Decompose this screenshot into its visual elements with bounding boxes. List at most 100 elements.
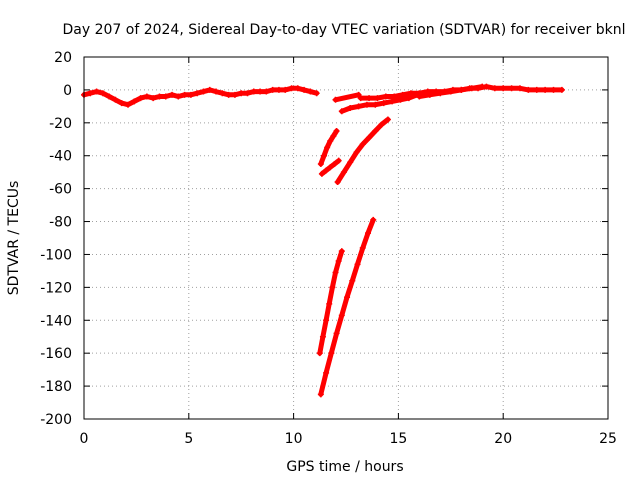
data-point [338, 312, 345, 319]
data-point [525, 86, 532, 93]
data-point [479, 83, 486, 90]
series-band [339, 92, 420, 114]
series-band [81, 85, 320, 108]
data-point [335, 258, 342, 265]
data-point [397, 96, 404, 103]
data-point [187, 91, 194, 98]
y-tick-labels: 20 0 -20 -40 -60 -80 -100 -120 -140 -160 -180 -200 [40, 50, 72, 428]
x-tick-label: 15 [389, 431, 407, 447]
series-dip-upper-b [318, 157, 342, 177]
data-points [81, 83, 565, 398]
data-point [206, 86, 213, 93]
x-tick-labels: 0 5 10 15 20 25 [80, 431, 617, 447]
y-tick-label: -120 [40, 280, 72, 296]
chart-title: Day 207 of 2024, Sidereal Day-to-day VTE… [63, 22, 626, 38]
data-point [338, 108, 345, 115]
data-point [307, 88, 314, 95]
data-point [257, 88, 264, 95]
data-point [347, 105, 354, 112]
data-point [347, 159, 354, 166]
y-tick-label: -60 [49, 182, 72, 198]
data-point [533, 86, 540, 93]
data-point [458, 86, 465, 93]
series-dip-deep-a [316, 248, 345, 357]
x-tick-label: 20 [494, 431, 512, 447]
y-tick-label: -80 [49, 215, 72, 231]
data-point [468, 85, 475, 92]
data-point [332, 96, 339, 103]
data-point [355, 103, 362, 110]
data-point [447, 88, 454, 95]
data-point [156, 93, 163, 100]
data-point [194, 90, 201, 97]
plot-frame [83, 56, 609, 420]
x-tick-label: 5 [184, 431, 193, 447]
data-point [231, 91, 238, 98]
data-point [370, 216, 377, 223]
data-point [416, 93, 423, 100]
series-dip-upper-a [317, 128, 340, 167]
data-point [316, 350, 323, 357]
data-point [169, 91, 176, 98]
data-point [516, 85, 523, 92]
data-point [550, 86, 557, 93]
data-point [125, 101, 132, 108]
data-point [200, 88, 207, 95]
x-tick-label: 25 [599, 431, 617, 447]
y-tick-label: -40 [49, 149, 72, 165]
data-point [225, 91, 232, 98]
y-axis-label: SDTVAR / TECUs [6, 181, 22, 296]
data-point [340, 169, 347, 176]
data-point [374, 95, 381, 102]
data-point [282, 86, 289, 93]
data-point [335, 157, 342, 164]
y-tick-label: -180 [40, 379, 72, 395]
data-point [93, 88, 100, 95]
data-point [313, 90, 320, 97]
data-point [332, 269, 339, 276]
data-point [426, 91, 433, 98]
data-point [263, 88, 270, 95]
data-point [558, 86, 565, 93]
x-tick-label: 10 [285, 431, 303, 447]
data-point [333, 330, 340, 337]
data-point [250, 88, 257, 95]
data-point [323, 369, 330, 376]
data-point [359, 244, 366, 251]
data-point [344, 294, 351, 301]
x-tick-label: 0 [80, 431, 89, 447]
data-point [324, 144, 331, 151]
data-point [372, 101, 379, 108]
data-point [372, 128, 379, 135]
data-point [319, 333, 326, 340]
data-point [320, 152, 327, 159]
data-point [238, 90, 245, 97]
data-point [181, 91, 188, 98]
data-point [333, 128, 340, 135]
data-point [508, 85, 515, 92]
data-point [275, 86, 282, 93]
data-point [137, 95, 144, 102]
data-point [131, 98, 138, 105]
data-point [106, 93, 113, 100]
series-recovery-track-a [338, 91, 421, 115]
y-tick-label: 0 [63, 83, 72, 99]
data-point [318, 170, 325, 177]
data-point [269, 86, 276, 93]
data-point [382, 93, 389, 100]
y-tick-label: 20 [54, 50, 72, 66]
y-tick-label: -200 [40, 412, 72, 428]
data-point [437, 90, 444, 97]
data-point [301, 86, 308, 93]
y-tick-label: -100 [40, 247, 72, 263]
data-point [317, 160, 324, 167]
data-point [366, 95, 373, 102]
data-point [389, 98, 396, 105]
y-tick-label: -160 [40, 346, 72, 362]
data-point [363, 101, 370, 108]
data-point [355, 91, 362, 98]
data-point [378, 121, 385, 128]
data-point [365, 230, 372, 237]
series-dip-deep-b [317, 216, 377, 398]
